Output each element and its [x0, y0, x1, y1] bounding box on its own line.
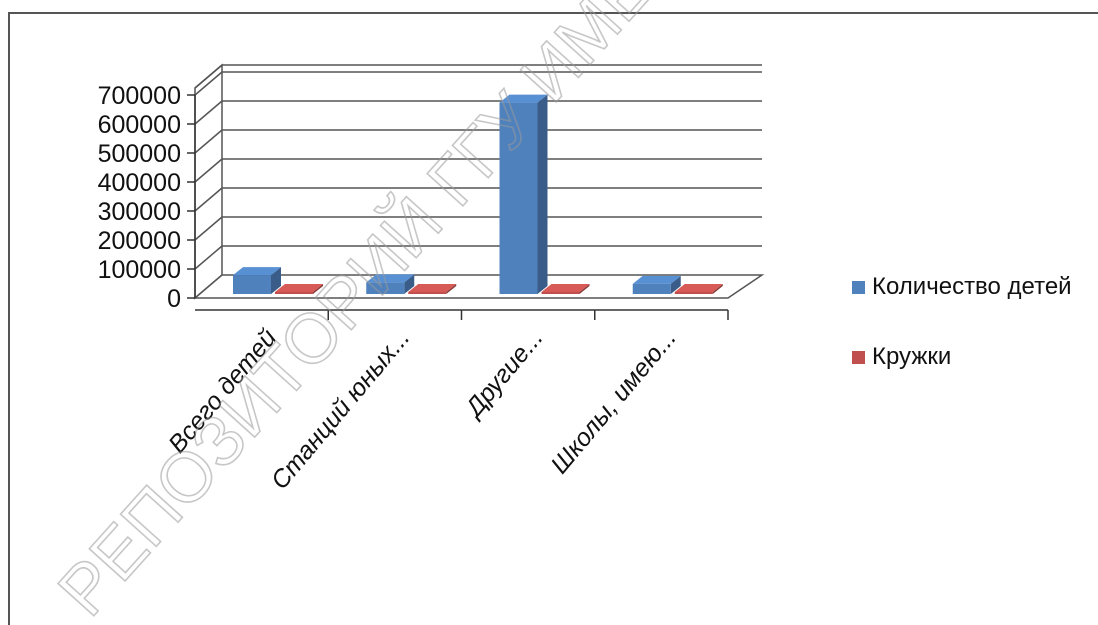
- bar: [541, 284, 590, 294]
- y-tick-label: 500000: [98, 140, 181, 168]
- bar: [366, 274, 415, 294]
- bar-front: [632, 283, 671, 294]
- bar-top: [674, 284, 723, 292]
- axes: [187, 94, 729, 320]
- bars: [233, 94, 723, 294]
- bar-side: [446, 284, 457, 294]
- bar-front: [499, 102, 538, 294]
- y-tick-label: 0: [167, 285, 181, 313]
- y-tick-label: 600000: [98, 111, 181, 139]
- y-tick-label: 300000: [98, 198, 181, 226]
- y-tick-label: 100000: [98, 256, 181, 284]
- chart-frame: [8, 12, 1098, 625]
- y-tick-label: 200000: [98, 227, 181, 255]
- bar: [674, 284, 723, 294]
- bar-side: [579, 284, 590, 294]
- floor: [192, 274, 765, 299]
- legend-label: Количество детей: [872, 273, 1072, 300]
- legend-swatch: [852, 281, 865, 294]
- bar: [233, 267, 281, 294]
- gridline-side: [194, 216, 223, 241]
- bar-front: [674, 292, 713, 294]
- bar: [632, 275, 681, 294]
- bar-front: [541, 292, 580, 294]
- bar-top: [233, 267, 281, 276]
- y-tick-labels: 0100000200000300000400000500000600000700…: [98, 82, 181, 313]
- gridline-side: [194, 187, 223, 212]
- x-category-label: Другие...: [458, 324, 548, 424]
- bar-top: [275, 284, 323, 292]
- gridline-side: [194, 245, 223, 270]
- bar-top: [366, 274, 415, 283]
- bar-side: [712, 284, 723, 294]
- legend: Количество детей Кружки: [852, 273, 1072, 370]
- gridline-side-top: [194, 64, 223, 89]
- bar-front: [275, 292, 313, 294]
- bar: [499, 94, 548, 294]
- bar-side: [271, 267, 281, 294]
- bar-side: [313, 284, 323, 294]
- bar-side: [404, 274, 415, 294]
- bar-front: [408, 292, 447, 294]
- bar-top: [632, 275, 681, 284]
- bar: [408, 284, 457, 294]
- bar-top: [408, 284, 457, 292]
- y-tick-label: 700000: [98, 82, 181, 110]
- bar-top: [499, 94, 548, 103]
- bar-top: [541, 284, 590, 292]
- bar-front: [233, 275, 271, 294]
- gridline-side: [194, 71, 223, 96]
- legend-swatch: [852, 351, 865, 364]
- x-category-label: Школы, имею...: [545, 324, 682, 479]
- y-tick-label: 400000: [98, 169, 181, 197]
- bar: [275, 284, 323, 294]
- legend-label: Кружки: [872, 343, 951, 370]
- gridline-side: [194, 100, 223, 125]
- gridline-side: [194, 129, 223, 154]
- bar-side: [537, 94, 548, 294]
- bar-side: [670, 275, 681, 294]
- gridline-side: [194, 158, 223, 183]
- side-wall: [194, 63, 223, 300]
- gridlines: [194, 64, 762, 270]
- bar-front: [366, 282, 405, 294]
